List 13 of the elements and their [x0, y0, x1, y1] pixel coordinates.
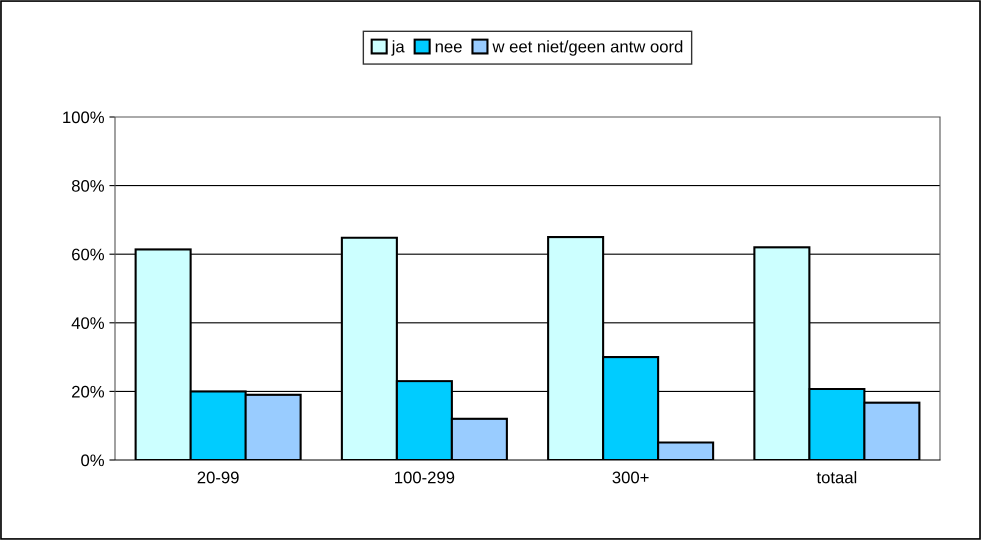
y-tick-label: 40% — [72, 317, 104, 330]
y-tick-label: 0% — [81, 454, 104, 466]
x-tick-label: 100-299 — [395, 472, 454, 484]
y-tick-label: 60% — [72, 248, 104, 260]
y-tick-label: 20% — [72, 386, 104, 398]
x-tick-label: 20-99 — [198, 472, 239, 484]
x-tick-label: totaal — [816, 471, 856, 484]
legend-label: w eet niet/geen antw oord — [492, 40, 682, 56]
legend-label: nee — [436, 43, 462, 52]
y-tick-label: 80% — [72, 180, 104, 192]
y-tick-label: 100% — [63, 111, 104, 124]
legend-label: ja — [391, 40, 405, 56]
x-tick-label: 300+ — [612, 472, 649, 484]
